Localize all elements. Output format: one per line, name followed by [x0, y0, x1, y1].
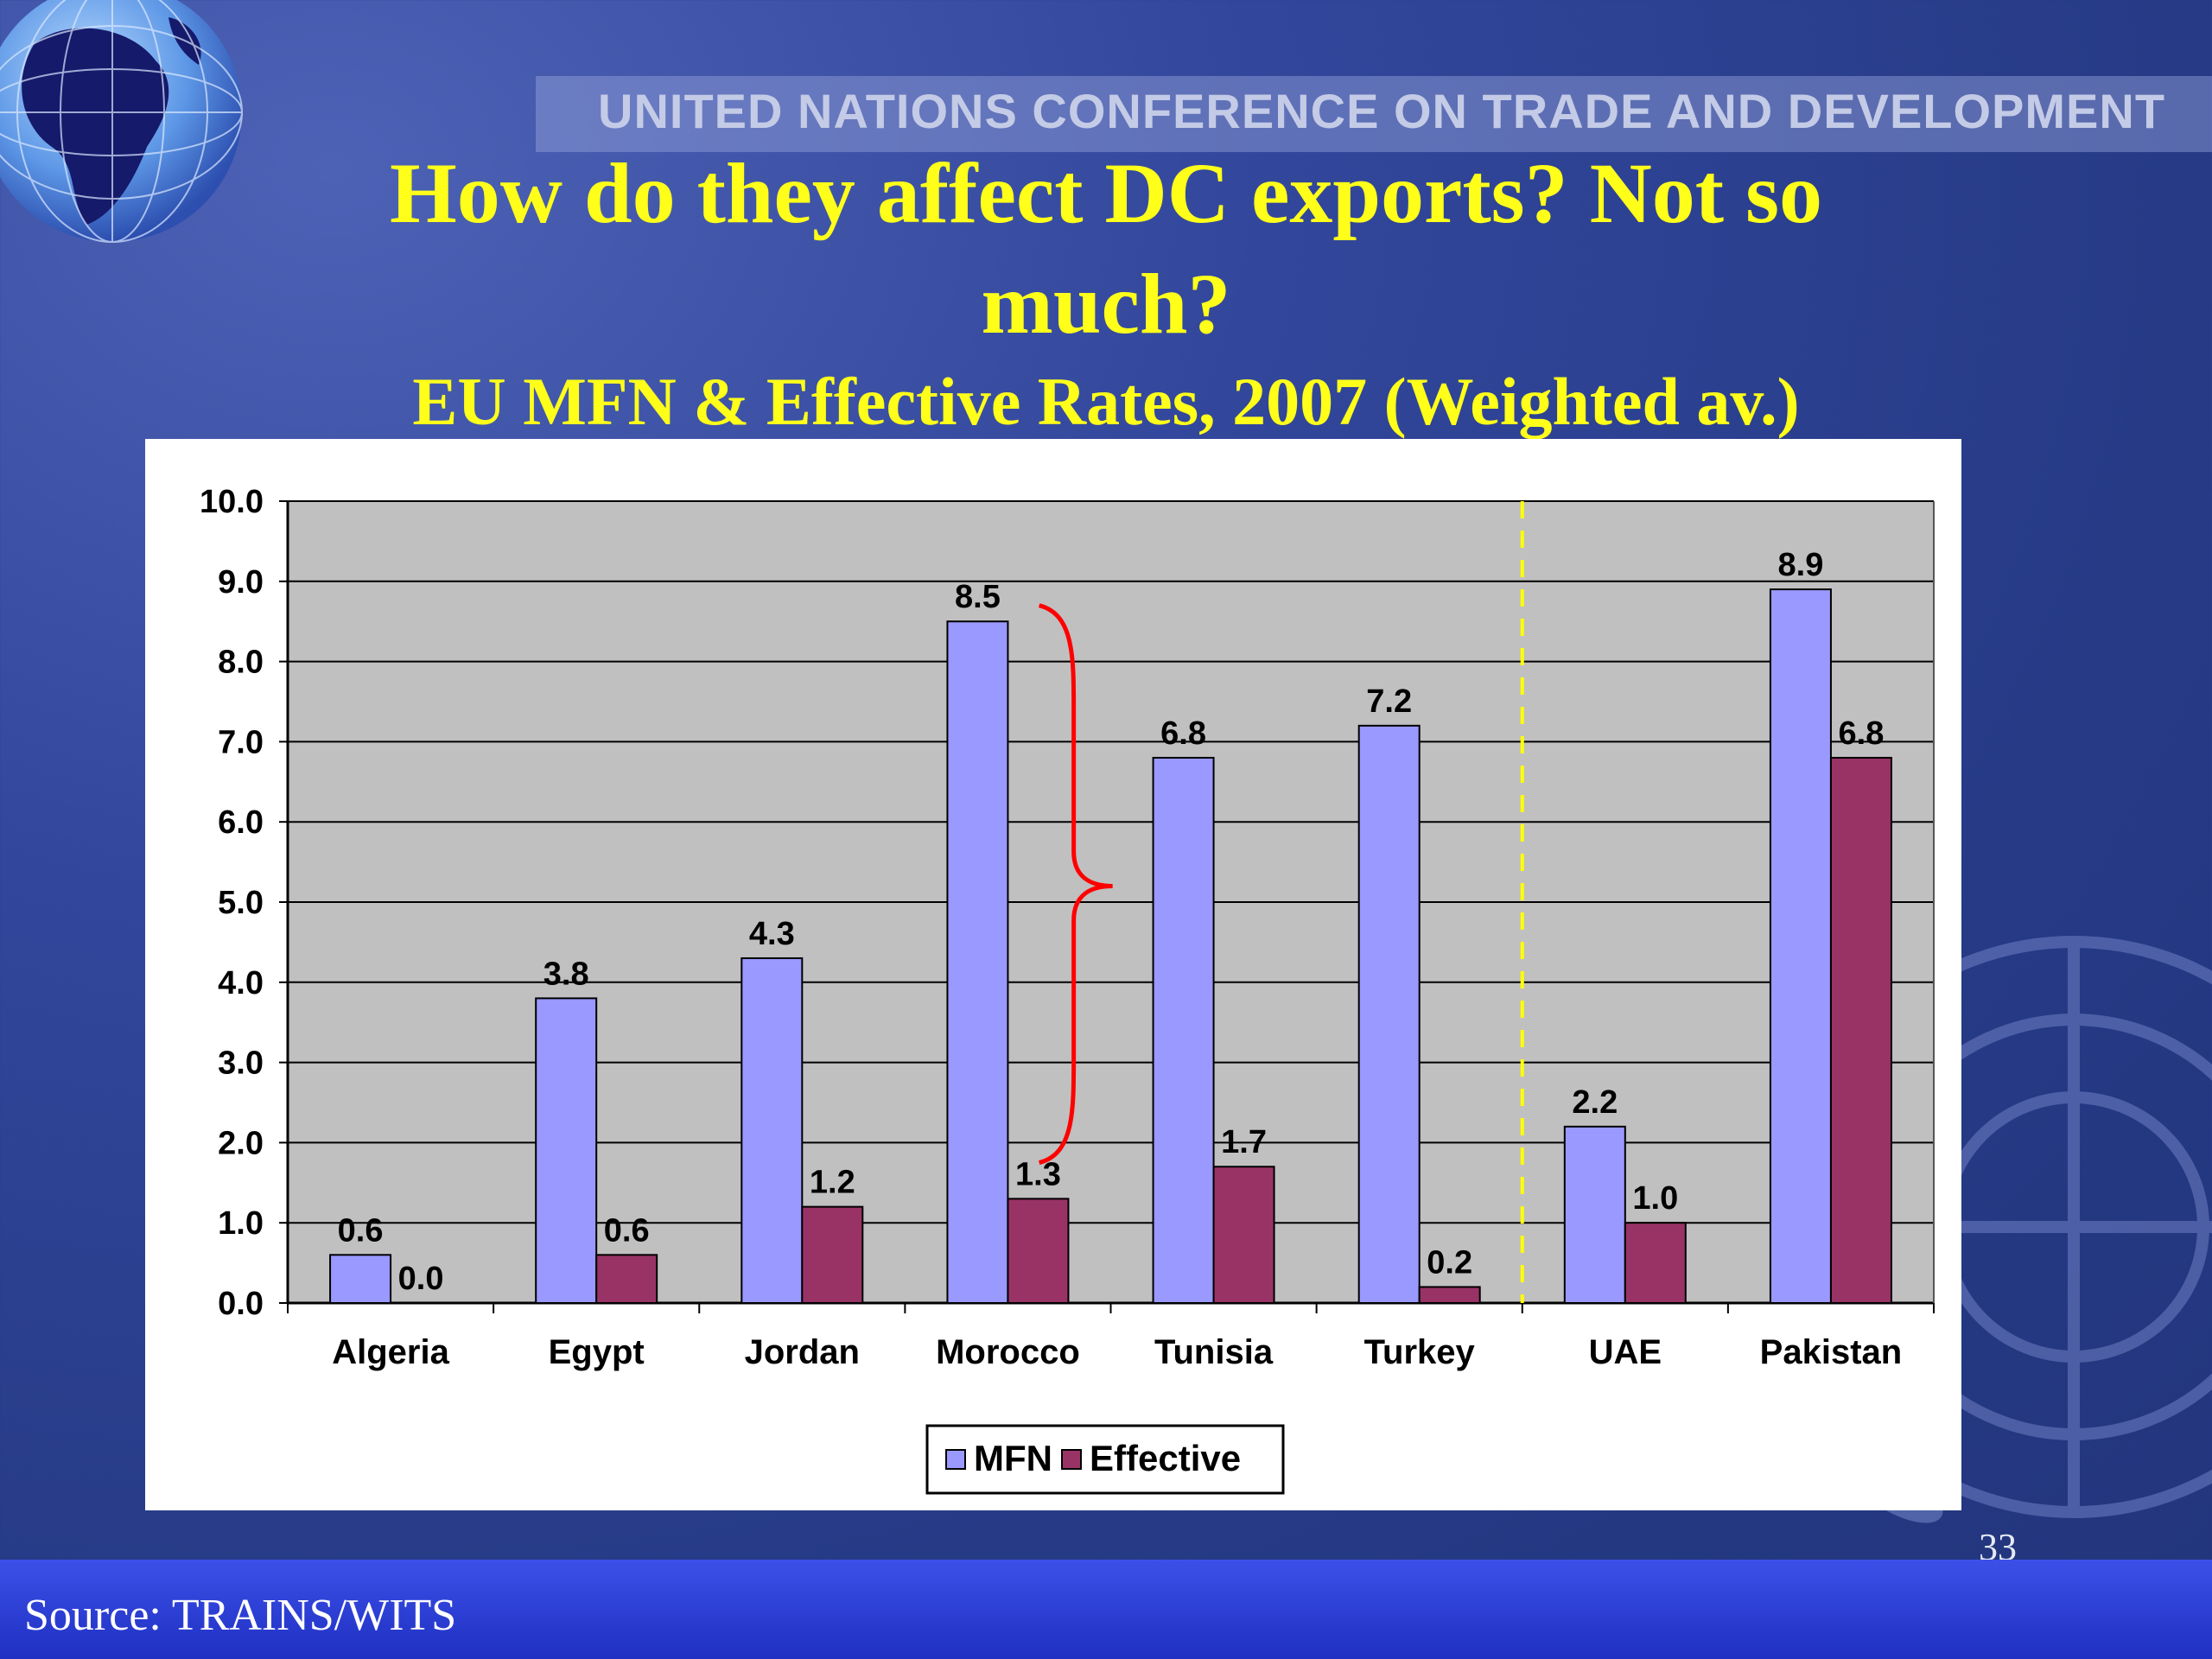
x-category-label: Turkey — [1364, 1333, 1476, 1371]
bar-chart: 0.0 1.0 2.0 3.0 4.0 5.0 6.0 7.0 8.0 9.0 10.0 0.6 0.0… — [200, 484, 1935, 1495]
bar-effective — [1829, 756, 1892, 1304]
bar-effective — [1007, 1198, 1070, 1304]
data-label: 1.7 — [1221, 1124, 1267, 1160]
data-label: 4.3 — [749, 916, 795, 952]
source-note: Source: TRAINS/WITS — [24, 1591, 457, 1640]
data-label: 6.8 — [1839, 715, 1885, 752]
legend — [925, 1424, 1285, 1495]
data-label: 8.9 — [1778, 547, 1824, 583]
y-tick-label: 5.0 — [218, 885, 264, 921]
bar-mfn — [1563, 1125, 1626, 1305]
chart-panel: 0.0 1.0 2.0 3.0 4.0 5.0 6.0 7.0 8.0 9.0 10.0 0.6 0.0… — [145, 439, 1961, 1510]
y-tick-label: 2.0 — [218, 1125, 264, 1161]
slide-title: How do they affect DC exports? Not so mu… — [242, 138, 1970, 359]
organization-name: UNITED NATIONS CONFERENCE ON TRADE AND D… — [598, 84, 2166, 138]
footer-bar — [0, 1560, 2212, 1659]
bar-mfn — [1152, 756, 1215, 1304]
chart-subtitle: EU MFN & Effective Rates, 2007 (Weighted… — [412, 364, 1800, 439]
globe-logo — [0, 0, 243, 243]
y-tick-label: 0.0 — [218, 1286, 264, 1322]
data-label: 8.5 — [955, 579, 1001, 615]
bar-mfn — [741, 957, 804, 1305]
bar-effective — [1624, 1222, 1687, 1305]
x-category-label: Morocco — [936, 1333, 1080, 1371]
title-line-1: How do they affect DC exports? Not so — [389, 145, 1823, 241]
bar-effective — [1212, 1166, 1275, 1304]
data-label: 2.2 — [1572, 1084, 1618, 1121]
bar-effective — [595, 1254, 658, 1305]
data-label: 1.3 — [1015, 1156, 1061, 1192]
y-tick-label: 7.0 — [218, 724, 264, 760]
bar-mfn — [1769, 588, 1832, 1304]
data-label: 0.6 — [604, 1212, 650, 1249]
bar-effective — [1418, 1286, 1481, 1305]
y-tick-label: 6.0 — [218, 804, 264, 841]
y-tick-label: 8.0 — [218, 645, 264, 681]
y-tick-label: 9.0 — [218, 564, 264, 601]
legend-swatch-mfn — [945, 1449, 966, 1470]
data-label: 1.0 — [1632, 1180, 1678, 1217]
bar-effective — [801, 1205, 864, 1305]
data-label: 1.2 — [810, 1165, 855, 1201]
legend-label: MFN — [974, 1438, 1052, 1478]
bar-mfn — [329, 1254, 392, 1305]
bar-mfn — [535, 997, 598, 1304]
y-tick-label: 1.0 — [218, 1205, 264, 1242]
x-category-label: Jordan — [745, 1333, 860, 1371]
y-tick-label: 4.0 — [218, 965, 264, 1001]
data-label: 0.2 — [1427, 1244, 1472, 1281]
title-line-2: much? — [981, 256, 1231, 352]
x-category-label: Algeria — [332, 1333, 449, 1371]
x-category-label: Pakistan — [1760, 1333, 1903, 1371]
legend-label: Effective — [1090, 1438, 1241, 1478]
x-category-label: Egypt — [549, 1333, 645, 1371]
y-tick-label: 10.0 — [200, 484, 264, 520]
data-label: 3.8 — [543, 956, 589, 992]
data-label: 0.6 — [338, 1212, 384, 1249]
header-banner — [536, 76, 2212, 152]
bar-mfn — [946, 620, 1009, 1304]
x-category-label: UAE — [1589, 1333, 1662, 1371]
data-label: 0.0 — [398, 1261, 444, 1297]
data-label: 6.8 — [1160, 715, 1206, 752]
bar-mfn — [1357, 724, 1421, 1304]
y-tick-label: 3.0 — [218, 1046, 264, 1082]
legend-swatch-effective — [1061, 1449, 1082, 1470]
x-category-label: Tunisia — [1154, 1333, 1274, 1371]
data-label: 7.2 — [1366, 683, 1412, 720]
